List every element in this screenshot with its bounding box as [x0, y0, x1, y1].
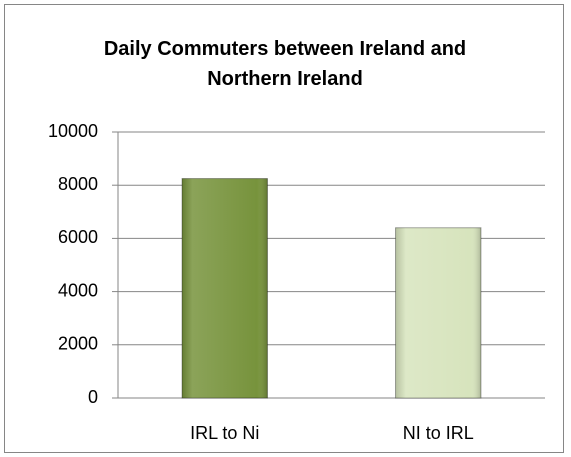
chart-title: Daily Commuters between Ireland and Nort… [103, 38, 467, 90]
x-tick-label: IRL to Ni [190, 423, 259, 443]
y-tick-label: 2000 [58, 334, 98, 354]
y-tick-label: 10000 [48, 121, 98, 141]
bar [181, 178, 268, 399]
bar [395, 227, 482, 399]
x-tick-label: NI to IRL [403, 423, 474, 443]
y-tick-label: 8000 [58, 174, 98, 194]
y-tick-label: 4000 [58, 280, 98, 300]
chart-frame [4, 4, 564, 453]
y-tick-label: 6000 [58, 227, 98, 247]
y-tick-label: 0 [88, 387, 98, 407]
